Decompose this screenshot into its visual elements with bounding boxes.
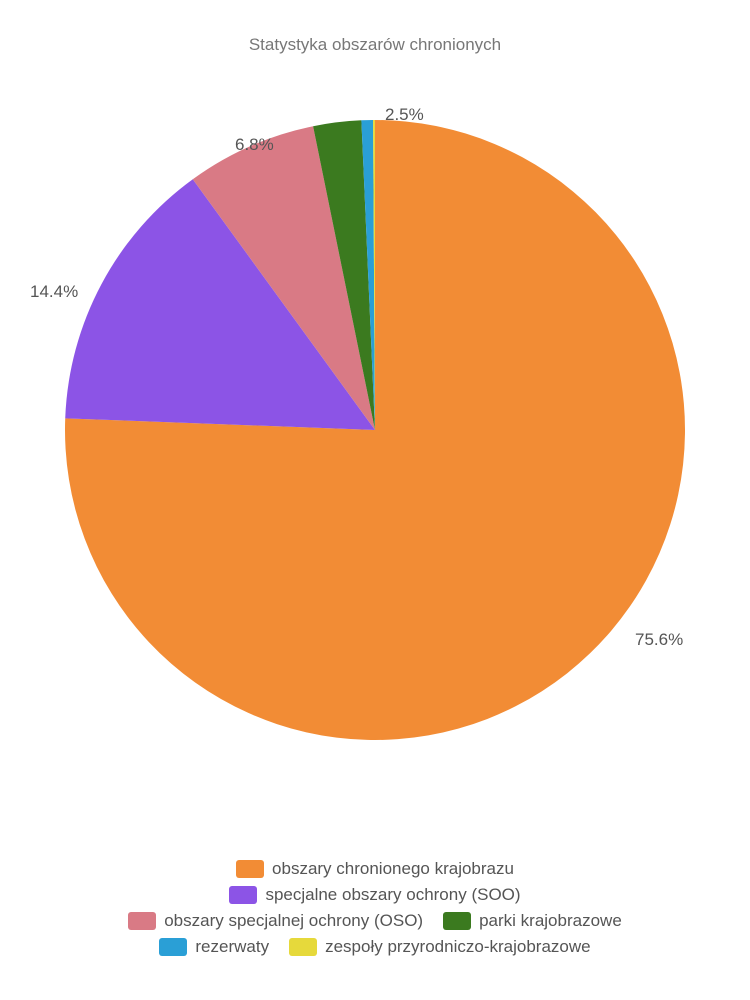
legend-label: obszary chronionego krajobrazu <box>272 859 514 879</box>
legend-swatch-icon <box>128 912 156 930</box>
legend-swatch-icon <box>159 938 187 956</box>
legend-label: parki krajobrazowe <box>479 911 622 931</box>
legend-item-2: obszary specjalnej ochrony (OSO) <box>128 911 423 931</box>
legend-label: zespoły przyrodniczo-krajobrazowe <box>325 937 591 957</box>
pie-svg <box>65 120 685 740</box>
legend-row-2: obszary specjalnej ochrony (OSO) parki kr… <box>40 908 710 934</box>
legend-row-3: rezerwaty zespoły przyrodniczo-krajobrazo… <box>40 934 710 960</box>
legend-row-1: specjalne obszary ochrony (SOO) <box>40 882 710 908</box>
legend-swatch-icon <box>289 938 317 956</box>
legend-item-4: rezerwaty <box>159 937 269 957</box>
legend-swatch-icon <box>236 860 264 878</box>
slice-label-0: 75.6% <box>635 630 683 650</box>
legend-row-0: obszary chronionego krajobrazu <box>40 856 710 882</box>
legend-item-0: obszary chronionego krajobrazu <box>236 859 514 879</box>
legend-item-3: parki krajobrazowe <box>443 911 622 931</box>
slice-label-2: 6.8% <box>235 135 274 155</box>
slice-label-3: 2.5% <box>385 105 424 125</box>
legend-item-1: specjalne obszary ochrony (SOO) <box>229 885 520 905</box>
chart-title: Statystyka obszarów chronionych <box>0 0 750 55</box>
legend: obszary chronionego krajobrazu specjalne … <box>0 856 750 960</box>
legend-label: rezerwaty <box>195 937 269 957</box>
slice-label-1: 14.4% <box>30 282 78 302</box>
pie-chart: 75.6%14.4%6.8%2.5% <box>65 120 685 740</box>
legend-swatch-icon <box>229 886 257 904</box>
legend-item-5: zespoły przyrodniczo-krajobrazowe <box>289 937 591 957</box>
legend-label: obszary specjalnej ochrony (OSO) <box>164 911 423 931</box>
legend-swatch-icon <box>443 912 471 930</box>
legend-label: specjalne obszary ochrony (SOO) <box>265 885 520 905</box>
